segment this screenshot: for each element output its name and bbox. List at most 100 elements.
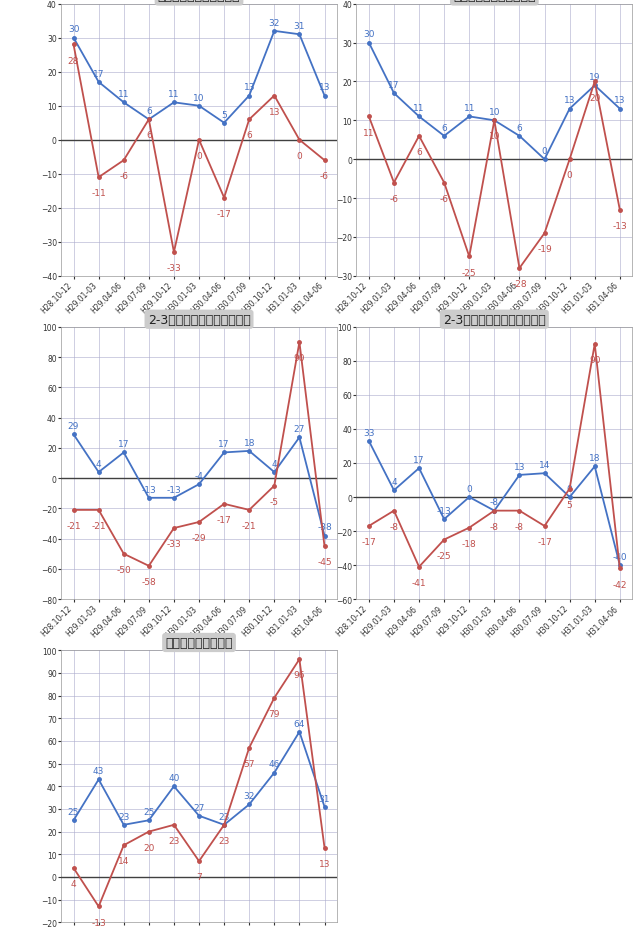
Title: 戸建て分譲住宅受注金額: 戸建て分譲住宅受注金額: [453, 0, 535, 4]
Text: -25: -25: [462, 268, 476, 277]
Text: -50: -50: [116, 565, 131, 574]
Text: 33: 33: [363, 428, 375, 438]
Text: -41: -41: [412, 578, 426, 588]
Text: 29: 29: [68, 422, 79, 431]
Text: -11: -11: [91, 189, 106, 198]
Text: 0: 0: [567, 171, 573, 180]
Text: -17: -17: [217, 515, 232, 525]
Text: 6: 6: [146, 107, 152, 116]
Text: 13: 13: [564, 96, 575, 106]
Text: -58: -58: [141, 578, 156, 586]
Text: -19: -19: [537, 245, 552, 254]
Text: 28: 28: [68, 57, 79, 66]
Text: -17: -17: [217, 210, 232, 219]
Title: 戸建て分譲住宅受注戸数: 戸建て分譲住宅受注戸数: [158, 0, 240, 4]
Text: 31: 31: [318, 794, 330, 803]
Text: 64: 64: [294, 718, 305, 728]
Text: -6: -6: [320, 172, 329, 181]
Text: 17: 17: [388, 81, 400, 90]
Text: 13: 13: [243, 83, 255, 93]
Text: -8: -8: [490, 522, 499, 531]
Text: 10: 10: [489, 133, 500, 141]
Text: 32: 32: [243, 792, 255, 800]
Text: 11: 11: [168, 90, 180, 99]
Text: -13: -13: [91, 918, 106, 927]
Text: 5: 5: [567, 500, 573, 509]
Text: -17: -17: [361, 538, 376, 547]
Text: 25: 25: [68, 807, 79, 817]
Text: 90: 90: [293, 354, 305, 362]
Text: -25: -25: [437, 551, 451, 560]
Title: リフォーム受注金額: リフォーム受注金額: [165, 636, 233, 649]
Text: 4: 4: [71, 879, 76, 888]
Text: 13: 13: [318, 858, 330, 868]
Text: 40: 40: [168, 773, 180, 782]
Text: 23: 23: [218, 812, 230, 820]
Text: -42: -42: [612, 580, 627, 589]
Text: 0: 0: [466, 484, 472, 493]
Text: 25: 25: [143, 807, 155, 817]
Text: 23: 23: [118, 812, 130, 820]
Text: 32: 32: [268, 19, 280, 28]
Text: -21: -21: [91, 521, 106, 530]
Text: 13: 13: [614, 96, 625, 106]
Text: 27: 27: [193, 803, 205, 812]
Text: -4: -4: [195, 472, 204, 480]
Text: -13: -13: [166, 485, 181, 494]
Text: -8: -8: [515, 522, 524, 531]
Text: 17: 17: [218, 439, 230, 449]
Text: -13: -13: [141, 485, 156, 494]
Text: 17: 17: [413, 455, 425, 464]
Text: -6: -6: [440, 195, 449, 203]
Text: 96: 96: [293, 670, 305, 679]
Text: -33: -33: [166, 540, 181, 549]
Text: 6: 6: [146, 132, 152, 140]
Text: -6: -6: [119, 172, 128, 181]
Text: -33: -33: [166, 264, 181, 273]
Text: 11: 11: [118, 90, 130, 99]
Text: -21: -21: [242, 521, 257, 530]
Text: 23: 23: [168, 836, 180, 845]
Text: 23: 23: [218, 836, 230, 845]
Text: 6: 6: [441, 123, 447, 133]
Text: 90: 90: [589, 356, 600, 364]
Text: 43: 43: [93, 767, 104, 776]
Text: 79: 79: [268, 709, 280, 718]
Text: 10: 10: [193, 94, 205, 103]
Text: -5: -5: [270, 497, 279, 506]
Text: 11: 11: [363, 128, 375, 137]
Text: 31: 31: [293, 22, 305, 32]
Text: 5: 5: [221, 110, 227, 120]
Text: 11: 11: [413, 104, 425, 113]
Text: 27: 27: [294, 425, 305, 434]
Text: 18: 18: [243, 438, 255, 447]
Text: 0: 0: [196, 152, 202, 160]
Text: 0: 0: [567, 484, 573, 493]
Text: 0: 0: [297, 152, 302, 160]
Text: 20: 20: [143, 843, 155, 852]
Title: 2-3階建て賃貸住宅受注戸数: 2-3階建て賃貸住宅受注戸数: [148, 313, 250, 326]
Text: 13: 13: [514, 463, 525, 471]
Text: 6: 6: [416, 147, 422, 157]
Text: -28: -28: [512, 280, 526, 289]
Text: 14: 14: [118, 857, 130, 866]
Text: 11: 11: [464, 104, 475, 113]
Text: -8: -8: [490, 498, 499, 507]
Text: -13: -13: [437, 506, 451, 515]
Text: 17: 17: [93, 70, 105, 79]
Text: 30: 30: [68, 25, 80, 34]
Text: -18: -18: [462, 540, 476, 548]
Text: 20: 20: [589, 94, 600, 102]
Text: 19: 19: [589, 73, 600, 83]
Text: 6: 6: [247, 132, 252, 140]
Text: 13: 13: [268, 108, 280, 117]
Text: -8: -8: [390, 522, 399, 531]
Text: -17: -17: [537, 538, 552, 547]
Text: -29: -29: [192, 534, 206, 542]
Text: -13: -13: [612, 222, 627, 231]
Text: 57: 57: [243, 759, 255, 768]
Text: 46: 46: [268, 759, 280, 768]
Text: 4: 4: [96, 460, 101, 468]
Text: -6: -6: [390, 195, 399, 203]
Text: 18: 18: [589, 453, 600, 463]
